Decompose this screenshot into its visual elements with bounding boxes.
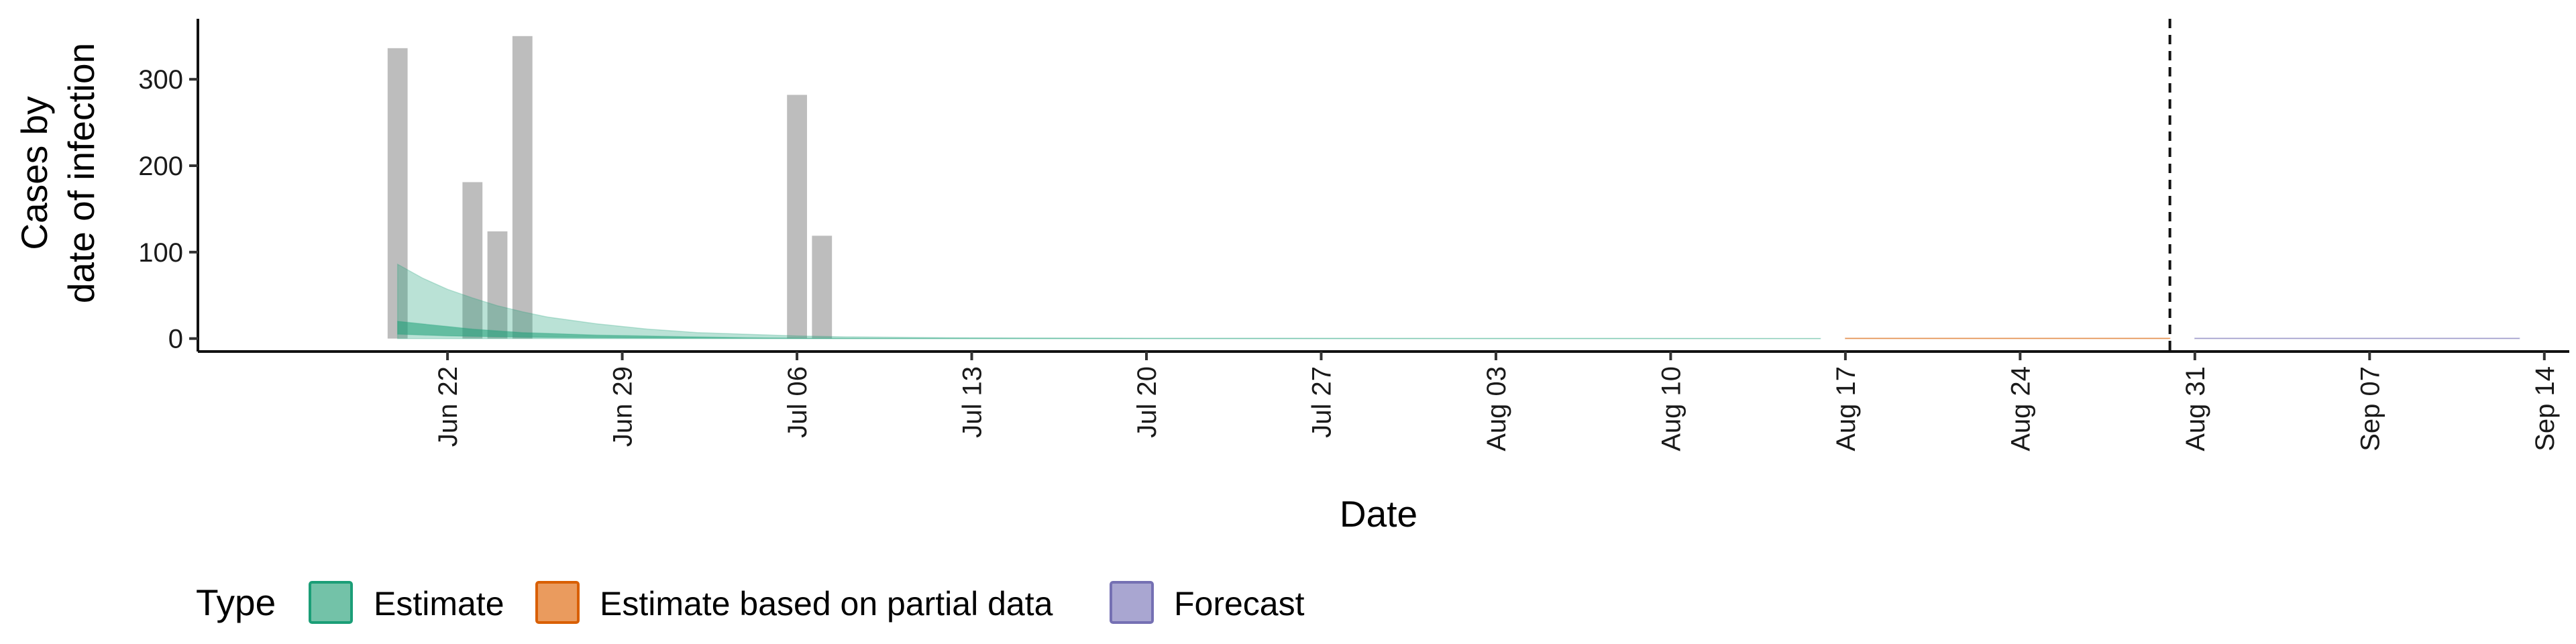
legend-label-partial-data: Estimate based on partial data	[600, 585, 1053, 623]
x-tick-label: Aug 10	[1656, 366, 1686, 451]
reported-case-bar	[812, 235, 833, 339]
reported-case-bar	[462, 182, 483, 339]
x-axis-title: Date	[1340, 493, 1417, 535]
legend-key-estimate	[309, 581, 353, 624]
x-tick-label: Aug 03	[1482, 366, 1511, 451]
x-tick-label: Aug 17	[1831, 366, 1861, 451]
x-tick-label: Aug 24	[2006, 366, 2035, 451]
legend-title: Type	[196, 582, 276, 623]
x-tick-label: Aug 31	[2181, 366, 2210, 451]
x-tick-label: Jul 20	[1132, 366, 1162, 438]
x-tick-label: Sep 14	[2530, 366, 2560, 451]
series-0-inner-ribbon	[396, 321, 1821, 339]
reported-case-bar	[487, 231, 508, 339]
y-axis-title-line-1: Cases by	[13, 96, 55, 250]
reported-case-bar	[387, 48, 408, 339]
x-tick-label: Jul 13	[958, 366, 987, 438]
axes: 0 100 200 300 Jun 22 Jun 29 Jul 06 Jul 13 Jul 20…	[138, 19, 2569, 451]
y-tick-label: 100	[138, 238, 183, 268]
x-tick-label: Sep 07	[2355, 366, 2385, 451]
y-tick-label: 200	[138, 152, 183, 181]
y-tick-label: 0	[168, 325, 183, 354]
legend: Type Estimate Estimate based on partial …	[196, 581, 1305, 624]
legend-label-forecast: Forecast	[1174, 585, 1305, 623]
reported-case-bar	[512, 36, 533, 339]
x-tick-label: Jul 27	[1307, 366, 1337, 438]
legend-key-partial-data	[535, 581, 580, 624]
series-0-outer-ribbon	[396, 263, 1821, 339]
y-tick-label: 300	[138, 65, 183, 95]
x-tick-label: Jul 06	[783, 366, 812, 438]
legend-key-forecast	[1110, 581, 1154, 624]
x-tick-label: Jun 29	[608, 366, 638, 447]
legend-label-estimate: Estimate	[374, 585, 504, 623]
plot-area	[387, 19, 2520, 352]
reported-case-bar	[787, 95, 807, 339]
y-axis-title-line-2: date of infection	[60, 43, 102, 303]
x-tick-label: Jun 22	[433, 366, 463, 447]
